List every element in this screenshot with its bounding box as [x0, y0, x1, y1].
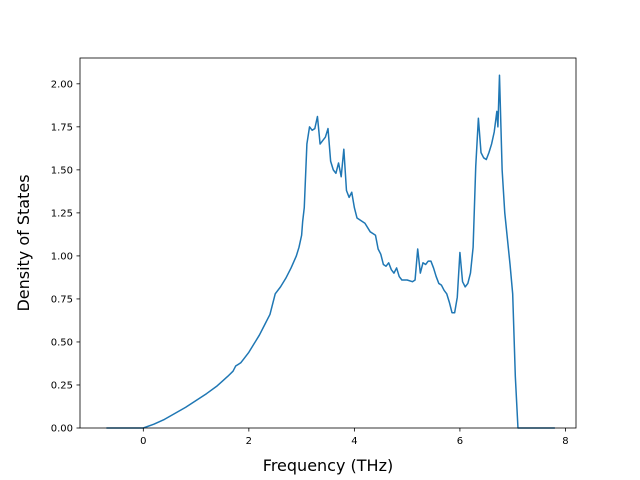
y-tick-label: 0.25 — [51, 380, 73, 391]
y-tick-label: 0.75 — [51, 294, 73, 305]
y-tick-label: 1.50 — [51, 165, 73, 176]
y-tick-label: 1.00 — [51, 251, 73, 262]
plot-frame — [79, 57, 577, 429]
y-tick-label: 1.75 — [51, 122, 73, 133]
x-tick-label: 0 — [140, 436, 146, 447]
y-tick-label: 0.50 — [51, 337, 73, 348]
x-tick-label: 8 — [562, 436, 568, 447]
y-tick-label: 2.00 — [51, 79, 73, 90]
y-tick-label: 0.00 — [51, 424, 73, 435]
x-tick-label: 4 — [351, 436, 357, 447]
y-tick-layer: 0.00 0.25 0.50 0.75 1.00 1.25 1.50 1.75 2.00 — [51, 79, 80, 435]
series-line-0 — [106, 74, 555, 429]
y-tick-label: 1.25 — [51, 208, 73, 219]
x-tick-label: 2 — [246, 436, 252, 447]
x-tick-layer: 0 2 4 6 8 — [140, 428, 569, 447]
plot-background — [80, 58, 576, 428]
x-axis-label: Frequency (THz) — [263, 456, 393, 475]
series-layer — [106, 74, 555, 429]
x-tick-label: 6 — [457, 436, 463, 447]
y-axis-label: Density of States — [14, 174, 33, 311]
